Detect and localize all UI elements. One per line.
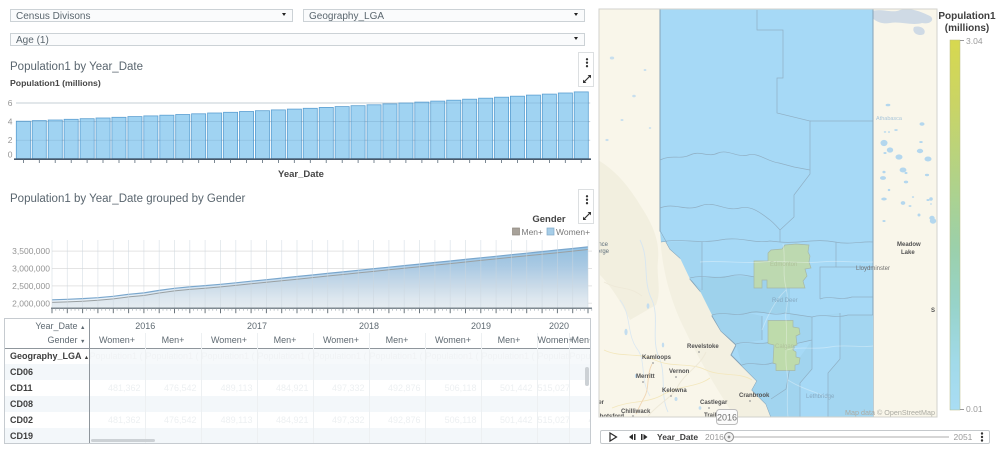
svg-text:S: S (931, 308, 935, 314)
svg-text:Castlegar: Castlegar (700, 400, 728, 406)
svg-text:Calgary: Calgary (775, 344, 796, 350)
svg-text:Women+: Women+ (556, 227, 590, 237)
svg-text:2,000,000: 2,000,000 (12, 298, 50, 308)
svg-text:4: 4 (8, 117, 13, 127)
svg-text:ver: ver (595, 400, 605, 406)
svg-text:2016: 2016 (705, 432, 724, 442)
svg-text:2051: 2051 (954, 432, 973, 442)
svg-text:Chilliwack: Chilliwack (621, 409, 651, 415)
svg-text:Trail: Trail (704, 413, 717, 419)
svg-text:Population1 (millions): Population1 (millions) (10, 78, 101, 88)
svg-text:Map data © OpenStreetMap: Map data © OpenStreetMap (845, 408, 935, 417)
svg-text:orge: orge (597, 249, 610, 255)
svg-text:Men+: Men+ (522, 227, 544, 237)
svg-text:Lake: Lake (901, 250, 915, 256)
svg-text:Kamloops: Kamloops (642, 355, 672, 361)
svg-text:0.01: 0.01 (966, 404, 983, 414)
svg-text:3,000,000: 3,000,000 (12, 264, 50, 274)
svg-text:Population1: Population1 (938, 11, 996, 22)
svg-text:Population1 by Year_Date: Population1 by Year_Date (10, 61, 143, 73)
svg-text:Vernon: Vernon (669, 369, 690, 375)
svg-text:Merritt: Merritt (636, 374, 655, 380)
svg-text:6: 6 (8, 98, 13, 108)
svg-text:Revelstoke: Revelstoke (687, 344, 719, 350)
svg-text:Year_Date: Year_Date (278, 169, 324, 180)
svg-text:0: 0 (8, 150, 13, 160)
svg-text:ince: ince (597, 242, 609, 248)
svg-text:Year_Date: Year_Date (657, 432, 698, 442)
svg-text:Lloydminster: Lloydminster (856, 266, 890, 272)
svg-text:Cranbrook: Cranbrook (739, 393, 770, 399)
svg-text:Lethbridge: Lethbridge (806, 394, 835, 400)
svg-text:2016: 2016 (717, 413, 737, 423)
svg-text:Red Deer: Red Deer (772, 298, 798, 304)
svg-text:Meadow: Meadow (897, 242, 921, 248)
svg-text:Athabasca: Athabasca (876, 116, 903, 122)
svg-text:3.04: 3.04 (966, 36, 983, 46)
svg-text:2: 2 (8, 135, 13, 145)
svg-text:bbotsford: bbotsford (596, 414, 624, 420)
svg-text:Gender: Gender (532, 214, 566, 225)
svg-text:Kelowna: Kelowna (662, 388, 687, 394)
svg-text:2,500,000: 2,500,000 (12, 281, 50, 291)
svg-text:Population1 by Year_Date group: Population1 by Year_Date grouped by Gend… (10, 193, 245, 205)
svg-text:3,500,000: 3,500,000 (12, 246, 50, 256)
svg-text:(millions): (millions) (945, 23, 989, 34)
svg-text:Edmonton: Edmonton (770, 262, 797, 268)
